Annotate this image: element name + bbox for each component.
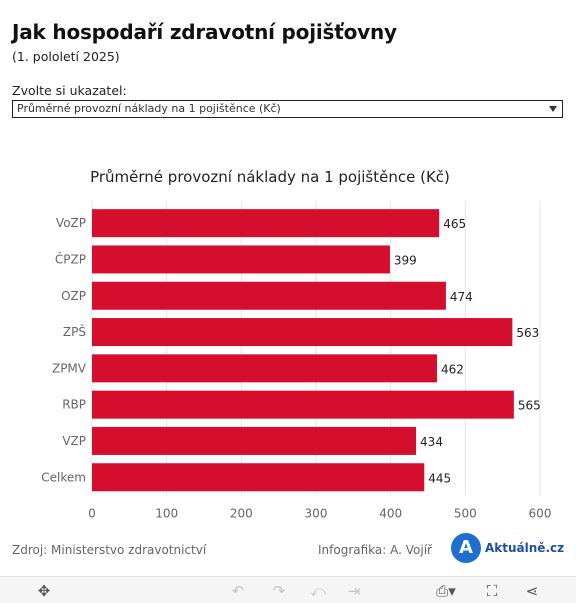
x-tick-label: 200 <box>230 506 253 520</box>
value-label: 434 <box>420 435 443 449</box>
value-label: 465 <box>443 217 466 231</box>
page-title: Jak hospodaří zdravotní pojišťovny <box>12 20 397 44</box>
revert-icon[interactable]: ⤺ <box>309 582 327 600</box>
x-tick-label: 600 <box>529 506 552 520</box>
bar <box>92 463 425 492</box>
chart-title: Průměrné provozní náklady na 1 pojištěnc… <box>90 168 450 186</box>
logo-letter: A <box>459 537 473 558</box>
category-label: VoZP <box>56 216 86 230</box>
undo-icon[interactable]: ↶ <box>231 582 245 600</box>
page-subtitle: (1. pololetí 2025) <box>12 49 120 64</box>
value-label: 462 <box>441 362 464 376</box>
value-label: 563 <box>516 326 539 340</box>
forward-icon[interactable]: ⇥ <box>347 582 361 600</box>
chart-x-axis: 0 100 200 300 400 500 600 <box>88 506 551 520</box>
category-label: ČPZP <box>55 251 86 266</box>
redo-icon[interactable]: ↷ <box>272 582 286 600</box>
source-note: Zdroj: Ministerstvo zdravotnictví <box>12 543 207 557</box>
logo-text[interactable]: Aktuálně.cz <box>485 541 565 555</box>
value-label: 565 <box>518 399 541 413</box>
chevron-down-icon[interactable] <box>549 106 557 112</box>
bar <box>92 245 390 274</box>
value-label: 399 <box>394 253 417 267</box>
x-tick-label: 0 <box>88 506 96 520</box>
fullscreen-icon[interactable]: ⛶ <box>486 582 498 600</box>
download-icon[interactable]: ⎙▾ <box>436 582 456 600</box>
category-label: ZPŠ <box>63 324 86 339</box>
bar <box>92 426 417 455</box>
x-tick-label: 500 <box>454 506 477 520</box>
category-label: VZP <box>62 434 86 448</box>
bar <box>92 354 437 383</box>
aktualne-logo[interactable]: A <box>451 533 481 563</box>
category-label: RBP <box>62 398 86 412</box>
share-icon[interactable]: ⋖ <box>525 582 539 600</box>
credit-note: Infografika: A. Vojíř <box>318 543 432 557</box>
value-label: 445 <box>428 471 451 485</box>
bar <box>92 281 446 310</box>
value-label: 474 <box>450 290 473 304</box>
x-tick-label: 300 <box>305 506 328 520</box>
indicator-selector-label: Zvolte si ukazatel: <box>12 83 127 98</box>
chart-bars: VoZP 465 ČPZP 399 OZP 474 ZPŠ 563 ZPMV 462 RBP 565 V… <box>41 209 541 492</box>
bar <box>92 318 513 347</box>
category-label: ZPMV <box>52 361 87 375</box>
viz-toolbar: ✥ ↶ ↷ ⤺ ⇥ ⎙▾ ⛶ ⋖ <box>0 576 576 603</box>
x-tick-label: 100 <box>155 506 178 520</box>
category-label: OZP <box>61 289 86 303</box>
indicator-select-value: Průměrné provozní náklady na 1 pojištěnc… <box>17 102 281 115</box>
move-icon[interactable]: ✥ <box>37 582 51 600</box>
category-label: Celkem <box>41 470 86 484</box>
bar <box>92 390 514 419</box>
indicator-select[interactable]: Průměrné provozní náklady na 1 pojištěnc… <box>12 100 563 118</box>
bar <box>92 209 440 238</box>
x-tick-label: 400 <box>379 506 402 520</box>
bar-chart: VoZP 465 ČPZP 399 OZP 474 ZPŠ 563 ZPMV 462 RBP 565 V… <box>41 201 551 520</box>
